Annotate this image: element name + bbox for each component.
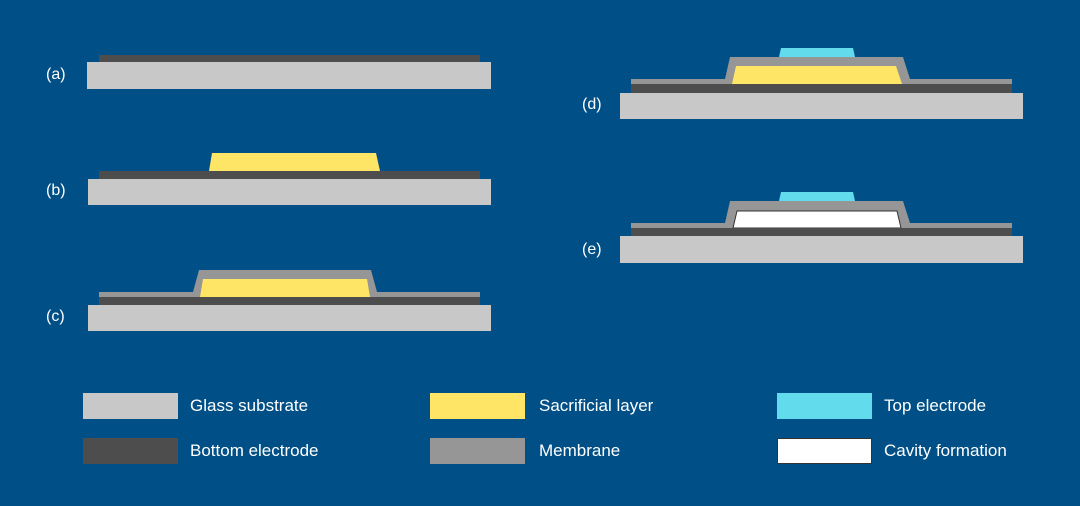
sacrificial-layer	[209, 153, 380, 171]
step-e	[620, 192, 1023, 263]
top-electrode	[779, 48, 855, 57]
cavity	[732, 210, 902, 229]
legend-swatch-sacrificial-layer	[430, 393, 525, 419]
top-electrode	[779, 192, 855, 201]
glass-substrate	[88, 179, 491, 205]
step-label-c: (c)	[46, 308, 65, 325]
step-d	[620, 48, 1023, 119]
legend-swatch-bottom-electrode	[83, 438, 178, 464]
bottom-electrode	[99, 297, 480, 305]
bottom-electrode	[631, 84, 1012, 93]
glass-substrate	[620, 236, 1023, 263]
legend-label: Membrane	[539, 441, 621, 460]
legend-label: Bottom electrode	[190, 441, 319, 460]
legend-swatch-top-electrode	[777, 393, 872, 419]
legend-swatch-cavity-formation	[777, 438, 872, 464]
step-label-a: (a)	[46, 66, 66, 83]
bottom-electrode	[99, 55, 480, 62]
legend-label: Glass substrate	[190, 396, 309, 415]
legend-swatch-glass-substrate	[83, 393, 178, 419]
step-label-b: (b)	[46, 182, 66, 199]
bottom-electrode	[99, 171, 480, 179]
legend-swatch-membrane	[430, 438, 525, 464]
step-c	[88, 270, 491, 331]
legend-label: Cavity formation	[884, 441, 1007, 460]
step-a	[87, 55, 491, 89]
glass-substrate	[87, 62, 491, 89]
glass-substrate	[620, 93, 1023, 119]
step-label-e: (e)	[582, 241, 602, 258]
step-b	[88, 153, 491, 205]
legend-label: Sacrificial layer	[539, 396, 654, 415]
legend-label: Top electrode	[884, 396, 987, 415]
sacrificial-layer	[732, 66, 902, 84]
bottom-electrode	[631, 228, 1012, 236]
glass-substrate	[88, 305, 491, 331]
sacrificial-layer	[200, 279, 370, 297]
step-label-d: (d)	[582, 96, 602, 113]
